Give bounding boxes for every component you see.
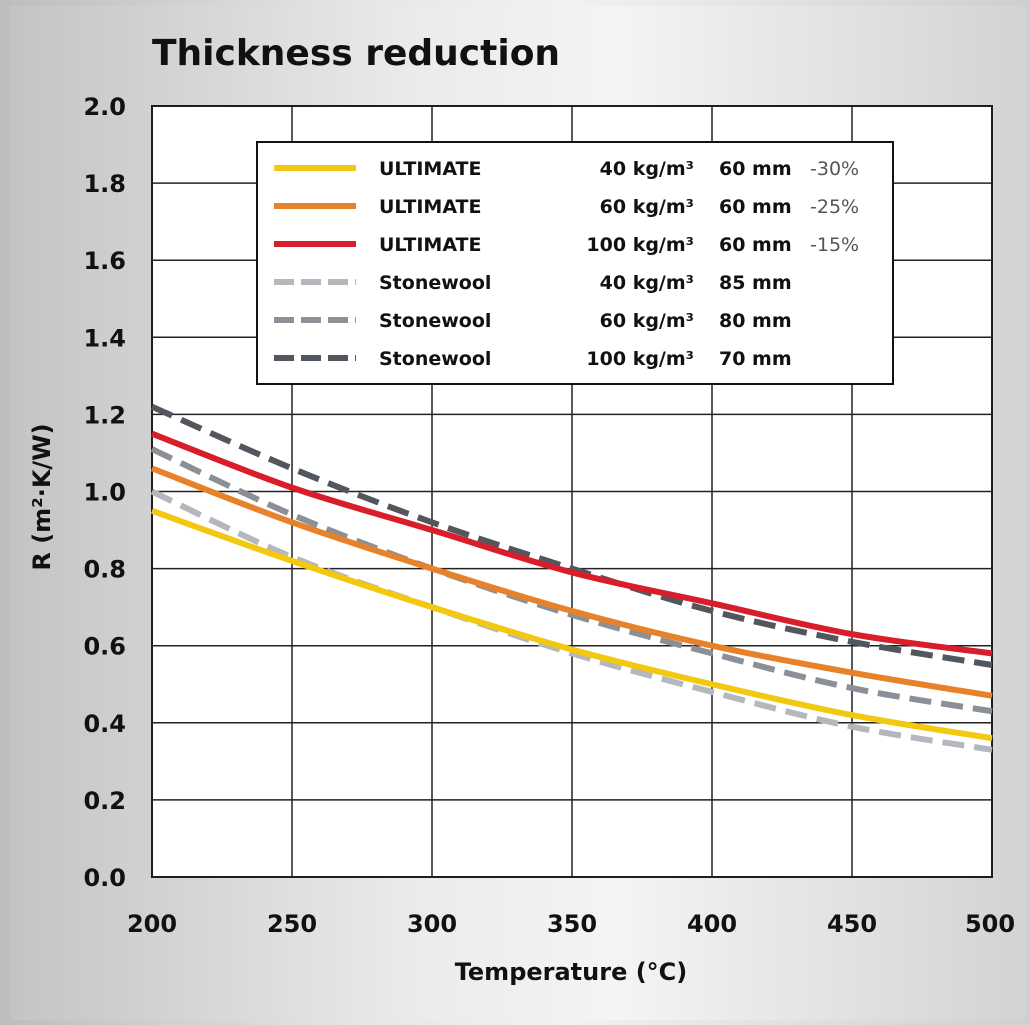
chart-title: Thickness reduction: [152, 33, 560, 74]
legend-density: 60 kg/m³: [600, 310, 694, 332]
x-tick-label: 500: [965, 910, 1015, 938]
x-tick-labels: 200 250 300 350 400 450 500: [127, 910, 1015, 938]
legend-density: 40 kg/m³: [600, 158, 694, 180]
x-tick-label: 400: [687, 910, 737, 938]
x-tick-label: 250: [267, 910, 317, 938]
legend-density: 40 kg/m³: [600, 272, 694, 294]
y-tick-label: 0.6: [83, 633, 126, 661]
series-line-1: [150, 465, 993, 699]
legend-thickness: 80 mm: [719, 310, 792, 332]
x-axis-label: Temperature (°C): [455, 958, 688, 986]
y-tick-label: 1.8: [83, 170, 126, 198]
legend-box: [256, 141, 894, 385]
y-tick-labels: 0.0 0.2 0.4 0.6 0.8 1.0 1.2 1.4 1.6 1.8 2.0: [83, 93, 126, 892]
legend-reduction: -25%: [810, 196, 859, 218]
legend-series-name: Stonewool: [379, 310, 491, 332]
series-line-4: [150, 446, 993, 715]
legend-series-name: Stonewool: [379, 348, 491, 370]
legend-thickness: 60 mm: [719, 234, 792, 256]
y-tick-label: 1.4: [83, 324, 126, 352]
series-line-0: [150, 507, 993, 742]
legend-thickness: 85 mm: [719, 272, 792, 294]
x-tick-label: 200: [127, 910, 177, 938]
legend-thickness: 70 mm: [719, 348, 792, 370]
legend-thickness: 60 mm: [719, 196, 792, 218]
legend-density: 100 kg/m³: [586, 348, 694, 370]
y-axis-label: R (m²·K/W): [28, 423, 56, 570]
legend-series-name: ULTIMATE: [379, 196, 482, 218]
x-tick-label: 350: [547, 910, 597, 938]
y-tick-label: 1.2: [83, 401, 126, 429]
legend-series-name: ULTIMATE: [379, 158, 482, 180]
legend-series-name: Stonewool: [379, 272, 491, 294]
y-tick-label: 0.8: [83, 556, 126, 584]
legend-thickness: 60 mm: [719, 158, 792, 180]
legend-series-name: ULTIMATE: [379, 234, 482, 256]
y-tick-label: 0.4: [83, 710, 126, 738]
y-tick-label: 0.2: [83, 787, 126, 815]
legend-reduction: -30%: [810, 158, 859, 180]
series-line-2: [150, 430, 993, 657]
y-tick-label: 1.6: [83, 247, 126, 275]
legend-density: 60 kg/m³: [600, 196, 694, 218]
legend-density: 100 kg/m³: [586, 234, 694, 256]
series-line-3: [150, 488, 993, 753]
y-tick-label: 0.0: [83, 864, 126, 892]
series-line-5: [150, 403, 993, 668]
y-tick-label: 2.0: [83, 93, 126, 121]
x-tick-label: 450: [827, 910, 877, 938]
x-tick-label: 300: [407, 910, 457, 938]
y-tick-label: 1.0: [83, 479, 126, 507]
legend: ULTIMATE 40 kg/m³ 60 mm -30% ULTIMATE 60 kg/m…: [256, 141, 894, 385]
legend-reduction: -15%: [810, 234, 859, 256]
series-layer: [150, 403, 993, 753]
